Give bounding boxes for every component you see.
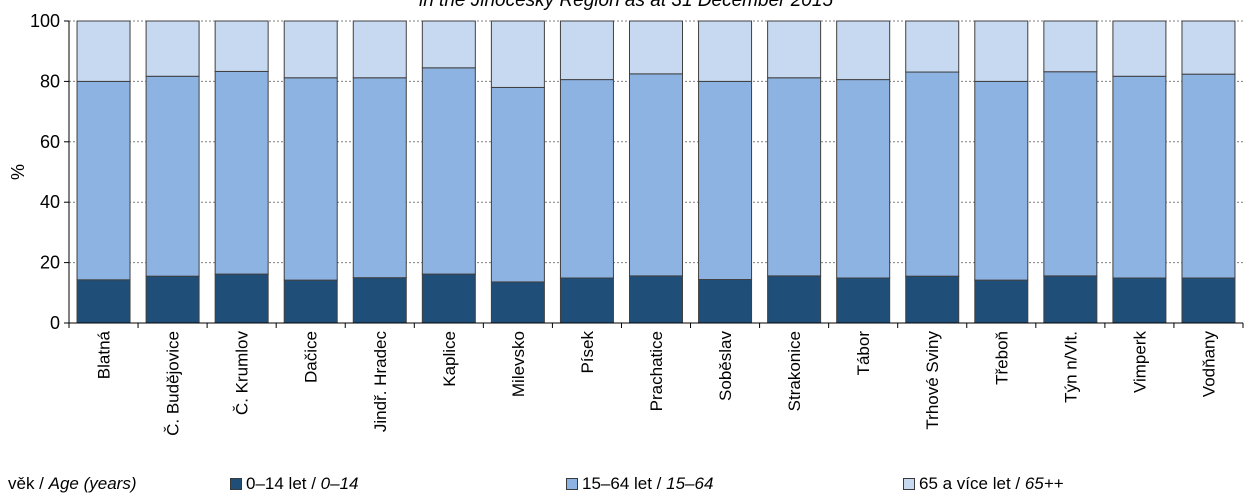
legend-item-65-plus: 65 a více let / 65++ — [903, 474, 1064, 494]
bar-segment-15-64 — [421, 67, 476, 275]
bar-segment-15-64 — [905, 71, 960, 277]
bar-segment-15-64 — [1043, 71, 1098, 277]
axes — [64, 20, 1244, 328]
x-tick-label: Strakonice — [785, 331, 804, 411]
x-tick-label: Soběslav — [716, 331, 735, 401]
x-tick-label: Milevsko — [509, 331, 528, 397]
bar-segment-65-plus — [1112, 20, 1167, 77]
bar-segment-65-plus — [352, 20, 407, 79]
bar-segment-0-14 — [1181, 277, 1236, 324]
y-tick-label: 60 — [40, 132, 60, 152]
bar-segment-15-64 — [214, 70, 269, 275]
bar-segment-65-plus — [214, 20, 269, 72]
x-tick-label: Trhové Sviny — [923, 331, 942, 430]
x-tick-label: Vodňany — [1199, 331, 1218, 398]
bars — [76, 20, 1236, 324]
bar-segment-65-plus — [76, 20, 131, 82]
bar-segment-15-64 — [836, 79, 891, 279]
bar-segment-65-plus — [1043, 20, 1098, 73]
bar-segment-65-plus — [698, 20, 753, 82]
x-tick-label: Prachatice — [647, 331, 666, 411]
x-tick-label: Č. Budějovice — [164, 331, 183, 436]
y-tick-label: 40 — [40, 192, 60, 212]
x-tick-label: Třeboň — [992, 331, 1011, 385]
x-tick-label: Vimperk — [1130, 331, 1149, 394]
bar-segment-0-14 — [559, 277, 614, 324]
x-tick-label: Písek — [578, 331, 597, 374]
legend-item-15-64: 15–64 let / 15–64 — [566, 474, 713, 494]
x-tick-labels: Blatná Č. Budějovice Č. Krumlov Dačice Jindř… — [95, 330, 1219, 435]
bar-segment-15-64 — [559, 79, 614, 279]
x-tick-label: Kaplice — [440, 331, 459, 387]
bar-segment-0-14 — [76, 279, 131, 324]
bar-segment-0-14 — [836, 277, 891, 324]
legend-swatch-0-14 — [230, 478, 242, 490]
bar-segment-65-plus — [905, 20, 960, 73]
bar-segment-15-64 — [490, 86, 545, 283]
y-tick-label: 80 — [40, 71, 60, 91]
legend-title: věk / Age (years) — [8, 474, 137, 493]
bar-segment-65-plus — [421, 20, 476, 69]
bar-segment-0-14 — [974, 279, 1029, 324]
bar-segment-65-plus — [974, 20, 1029, 82]
bar-segment-15-64 — [629, 73, 683, 277]
y-tick-label: 0 — [50, 313, 60, 333]
legend: věk / Age (years) 0–14 let / 0–14 15–64 … — [8, 474, 1248, 496]
bar-segment-65-plus — [145, 20, 200, 77]
bar-segment-15-64 — [76, 80, 131, 281]
bar-segment-0-14 — [421, 273, 476, 324]
bar-segment-65-plus — [836, 20, 891, 81]
chart-title: in the Jihočeský Region as at 31 Decembe… — [419, 0, 833, 11]
bar-segment-65-plus — [767, 20, 822, 79]
y-tick-label: 100 — [30, 11, 60, 31]
x-tick-label: Týn n/Vlt. — [1061, 331, 1080, 403]
legend-label-65-plus: 65 a více let / 65++ — [919, 474, 1064, 493]
bar-segment-0-14 — [1043, 275, 1098, 324]
bar-segment-15-64 — [1112, 75, 1167, 279]
bar-segment-15-64 — [974, 80, 1029, 281]
x-tick-label: Blatná — [95, 330, 114, 379]
legend-swatch-15-64 — [566, 478, 578, 490]
bar-segment-0-14 — [214, 273, 269, 324]
bar-segment-0-14 — [767, 275, 822, 324]
bar-segment-15-64 — [1181, 73, 1236, 279]
x-tick-label: Tábor — [854, 331, 873, 376]
bar-segment-0-14 — [490, 281, 545, 324]
bar-segment-65-plus — [490, 20, 545, 88]
legend-label-15-64: 15–64 let / 15–64 — [582, 474, 714, 493]
x-tick-label: Dačice — [302, 331, 321, 383]
legend-label-0-14: 0–14 let / 0–14 — [246, 474, 359, 493]
legend-item-0-14: 0–14 let / 0–14 — [230, 474, 359, 494]
bar-segment-65-plus — [559, 20, 614, 81]
bar-segment-0-14 — [698, 279, 753, 324]
legend-swatch-65-plus — [903, 478, 915, 490]
x-tick-label: Č. Krumlov — [233, 331, 252, 416]
bar-segment-15-64 — [698, 80, 753, 281]
bar-segment-0-14 — [283, 279, 338, 324]
bar-segment-0-14 — [905, 275, 960, 324]
bar-segment-0-14 — [629, 275, 683, 324]
y-tick-labels: 0 20 40 60 80 100 — [30, 11, 60, 333]
bar-segment-0-14 — [1112, 277, 1167, 324]
bar-segment-15-64 — [145, 75, 200, 277]
bar-segment-65-plus — [629, 20, 683, 75]
bar-segment-15-64 — [283, 77, 338, 281]
y-axis-label: % — [8, 164, 28, 180]
bar-segment-15-64 — [767, 77, 822, 277]
bar-segment-15-64 — [352, 77, 407, 279]
bar-segment-0-14 — [145, 275, 200, 324]
bar-segment-0-14 — [352, 277, 407, 324]
bar-segment-65-plus — [1181, 20, 1236, 75]
bar-segment-65-plus — [283, 20, 338, 79]
x-tick-label: Jindř. Hradec — [371, 331, 390, 433]
y-tick-label: 20 — [40, 253, 60, 273]
